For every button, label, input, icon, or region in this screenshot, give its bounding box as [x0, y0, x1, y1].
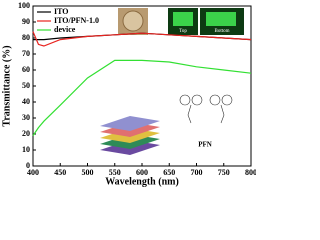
- y-tick-label: 40: [22, 97, 30, 106]
- x-tick-label: 700: [191, 168, 203, 177]
- series-line: [32, 31, 252, 47]
- y-axis-label: Transmittance (%): [1, 45, 12, 126]
- x-tick-label: 750: [218, 168, 230, 177]
- x-axis-label: Wavelength (nm): [105, 176, 179, 187]
- device-schematic: [100, 116, 160, 155]
- y-tick-label: 50: [22, 81, 30, 90]
- annotation: PFN: [198, 141, 212, 149]
- legend-label: ITO: [54, 7, 69, 16]
- legend-label: ITO/PFN-1.0: [54, 16, 99, 25]
- y-tick-label: 80: [22, 33, 30, 42]
- y-tick-label: 100: [18, 1, 30, 10]
- annotation: Top: [179, 29, 187, 34]
- x-tick-label: 450: [54, 168, 66, 177]
- photo-disc: [122, 10, 144, 32]
- x-tick-label: 600: [136, 168, 148, 177]
- pfn-structure: [179, 94, 233, 124]
- y-tick-label: 30: [22, 113, 30, 122]
- annotation: Bottom: [214, 29, 229, 34]
- x-tick-label: 500: [82, 168, 94, 177]
- y-tick-label: 60: [22, 65, 30, 74]
- x-tick-label: 800: [245, 168, 256, 177]
- photo-glow: [173, 12, 193, 26]
- legend-label: device: [54, 25, 76, 34]
- y-tick-label: 90: [22, 17, 30, 26]
- photo-glow: [206, 12, 236, 26]
- y-tick-label: 20: [22, 129, 30, 138]
- x-tick-label: 550: [109, 168, 121, 177]
- y-tick-label: 70: [22, 49, 30, 58]
- chart: Top Bottom PFN Wavelength (nm) Transmitt…: [1, 1, 256, 187]
- x-tick-label: 400: [27, 168, 39, 177]
- y-tick-label: 10: [22, 145, 30, 154]
- y-tick-label: 0: [26, 161, 30, 170]
- x-tick-label: 650: [163, 168, 175, 177]
- series-line: [32, 59, 252, 136]
